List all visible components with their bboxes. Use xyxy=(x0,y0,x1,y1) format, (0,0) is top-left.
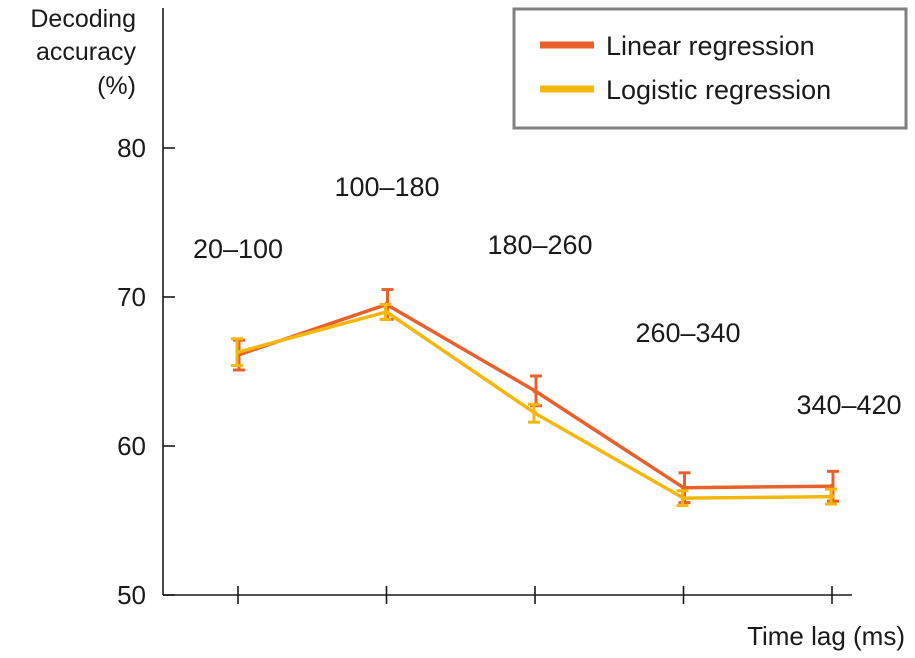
y-axis-title-line-3: (%) xyxy=(97,72,136,100)
y-tick-label-60: 60 xyxy=(117,431,146,461)
category-labels: 20–100 100–180 180–260 260–340 340–420 xyxy=(193,172,902,420)
linear-regression-point-5 xyxy=(829,483,835,489)
logistic-regression-point-3 xyxy=(532,410,538,416)
y-tick-label-50: 50 xyxy=(117,580,146,610)
y-axis-title-line-1: Decoding xyxy=(30,5,136,33)
legend-box xyxy=(512,7,908,130)
y-ticks: 50 60 70 80 xyxy=(117,133,175,610)
logistic-regression-point-1 xyxy=(235,349,241,355)
logistic-regression-point-5 xyxy=(829,494,835,500)
series-layer xyxy=(231,288,839,508)
legend-label-logistic-regression: Logistic regression xyxy=(606,75,831,105)
series-logistic-regression xyxy=(231,302,837,508)
y-tick-label-80: 80 xyxy=(117,133,146,163)
category-label-2: 100–180 xyxy=(334,172,439,202)
y-tick-label-70: 70 xyxy=(117,282,146,312)
linear-regression-point-3 xyxy=(532,388,538,394)
category-label-1: 20–100 xyxy=(193,234,283,264)
logistic-regression-point-4 xyxy=(681,495,686,501)
linear-regression-point-4 xyxy=(681,485,686,491)
category-label-5: 340–420 xyxy=(796,390,901,420)
legend-label-linear-regression: Linear regression xyxy=(606,31,815,61)
category-label-4: 260–340 xyxy=(635,318,740,348)
category-label-3: 180–260 xyxy=(487,230,592,260)
series-linear-regression xyxy=(233,288,839,505)
logistic-regression-point-2 xyxy=(384,309,389,315)
legend: Linear regression Logistic regression xyxy=(512,7,908,130)
y-axis-title-line-2: accuracy xyxy=(36,38,137,66)
x-ticks xyxy=(237,586,833,604)
y-axis-title: Decoding accuracy (%) xyxy=(30,5,136,100)
x-axis-title: Time lag (ms) xyxy=(747,621,905,651)
